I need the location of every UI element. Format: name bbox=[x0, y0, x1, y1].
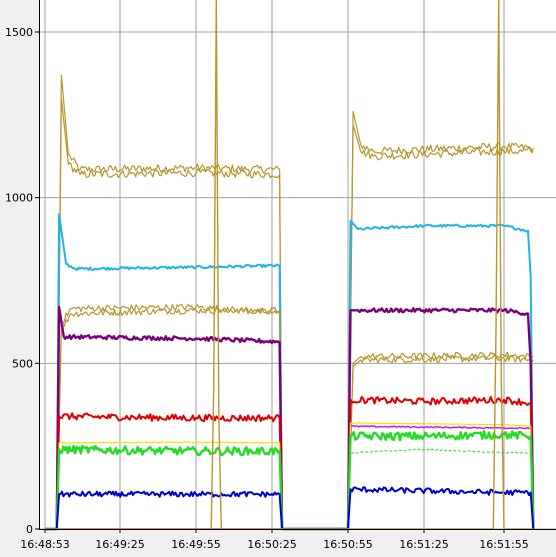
x-tick-label: 16:50:55 bbox=[323, 538, 372, 551]
y-tick-label: 500 bbox=[12, 357, 33, 370]
x-tick-label: 16:50:25 bbox=[247, 538, 296, 551]
x-tick-label: 16:49:25 bbox=[95, 538, 144, 551]
series-line-yellow-8 bbox=[45, 422, 534, 530]
plot-area bbox=[39, 0, 556, 529]
y-tick-label: 0 bbox=[26, 523, 33, 536]
series-line-green-9 bbox=[45, 429, 535, 531]
x-tick-label: 16:49:55 bbox=[171, 538, 220, 551]
x-tick-label: 16:48:53 bbox=[20, 538, 69, 551]
series-line-green-10 bbox=[45, 448, 534, 530]
x-tick-labels: 16:48:53 16:49:25 16:49:55 16:50:25 16:50:55… bbox=[20, 529, 529, 551]
x-tick-label: 16:51:55 bbox=[479, 538, 528, 551]
series-line-purple-5 bbox=[45, 305, 535, 531]
series-lines bbox=[45, 0, 535, 531]
y-tick-label: 1500 bbox=[5, 26, 33, 39]
series-line-gold-1 bbox=[45, 97, 534, 530]
series-line-cyan-2 bbox=[45, 213, 535, 530]
axes bbox=[39, 0, 556, 530]
y-tick-labels: 0 500 1000 1500 bbox=[5, 26, 39, 536]
series-line-gold-4 bbox=[45, 303, 534, 530]
series-line-gold-3 bbox=[45, 306, 534, 530]
series-line-magenta-7 bbox=[45, 425, 534, 530]
series-line-red-6 bbox=[45, 395, 535, 530]
series-line-blue-11 bbox=[45, 486, 535, 530]
x-tick-label: 16:51:25 bbox=[399, 538, 448, 551]
y-tick-label: 1000 bbox=[5, 192, 33, 205]
series-line-gold-0 bbox=[45, 74, 534, 530]
